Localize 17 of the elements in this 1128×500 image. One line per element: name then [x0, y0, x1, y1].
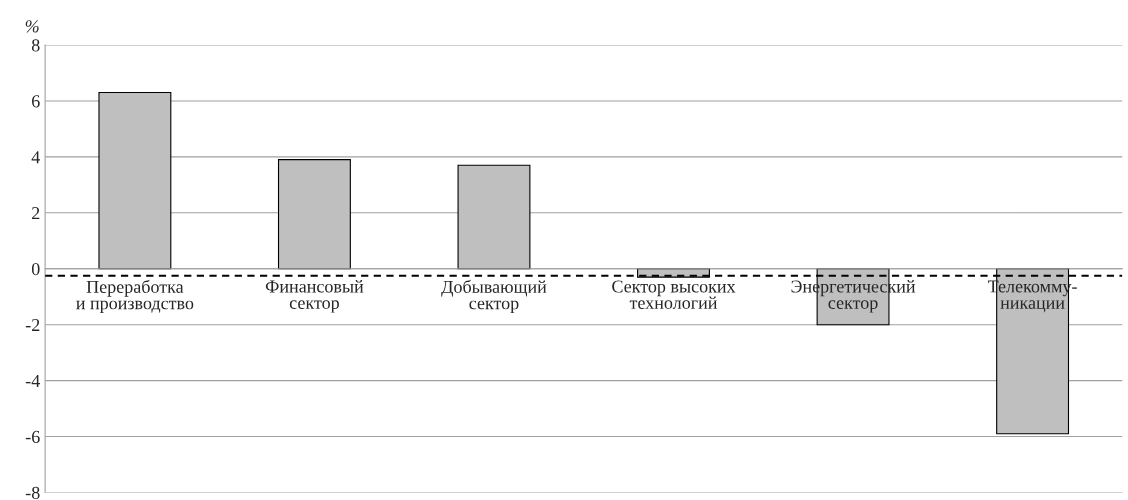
x-tick-label: Сектор высоких технологий — [612, 280, 736, 309]
y-tick-label: 4 — [31, 151, 40, 164]
y-tick-label: -2 — [25, 319, 40, 331]
y-tick-label: -8 — [25, 486, 40, 499]
y-tick-label: 6 — [32, 95, 40, 108]
y-tick-label: -4 — [25, 375, 40, 387]
y-tick-label: 8 — [31, 39, 40, 52]
x-tick-label: Добывающий сектор — [441, 279, 547, 313]
y-axis-title: % — [25, 20, 39, 33]
bar — [98, 91, 172, 270]
x-tick-label: Переработка и производство — [76, 279, 194, 313]
y-tick-label: 2 — [32, 207, 40, 220]
bar — [277, 159, 351, 270]
y-tick-label: -6 — [25, 430, 40, 443]
bar — [457, 164, 531, 270]
x-tick-label: Финансовый сектор — [265, 280, 364, 313]
y-tick-label: 0 — [31, 263, 40, 276]
